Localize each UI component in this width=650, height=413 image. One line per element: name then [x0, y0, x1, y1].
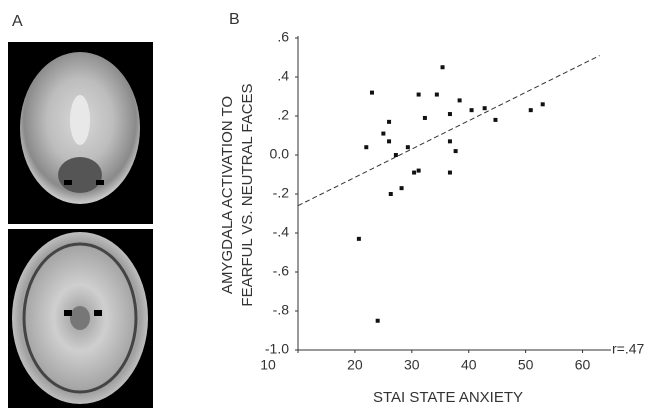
y-tick-label: -.4: [273, 224, 290, 240]
x-tick-label: 40: [461, 357, 477, 373]
point: [400, 186, 404, 190]
point: [448, 112, 452, 116]
point: [394, 153, 398, 157]
point: [448, 171, 452, 175]
point: [458, 98, 462, 102]
y-tick-label: -.2: [273, 185, 290, 201]
panel-label: A: [12, 13, 23, 30]
point: [389, 192, 393, 196]
point: [412, 171, 416, 175]
point: [441, 65, 445, 69]
x-tick-label: 20: [347, 357, 363, 373]
annotation: r=.47: [612, 341, 645, 357]
y-tick-label: .4: [277, 68, 289, 84]
point: [448, 139, 452, 143]
point: [357, 237, 361, 241]
y-tick-label: -1.0: [265, 341, 289, 357]
point: [406, 145, 410, 149]
x-tick-label: 50: [518, 357, 534, 373]
y-tick-label: 0.0: [270, 146, 290, 162]
point: [435, 93, 439, 97]
x-tick-label: 30: [404, 357, 420, 373]
point: [483, 106, 487, 110]
brain-axial: [8, 229, 153, 408]
point: [364, 145, 368, 149]
point: [454, 149, 458, 153]
point: [417, 93, 421, 97]
x-tick-label: 10: [260, 357, 276, 373]
y-tick-label: .6: [277, 29, 289, 45]
y-tick-label: .2: [277, 107, 289, 123]
point: [423, 116, 427, 120]
point: [541, 102, 545, 106]
trend-line: [298, 56, 600, 206]
y-tick-label: -.8: [273, 302, 290, 318]
y-tick-label: -.6: [273, 263, 290, 279]
x-tick-label: 60: [575, 357, 591, 373]
y-axis-label: FEARFUL VS. NEUTRAL FACES: [239, 83, 256, 306]
point: [470, 108, 474, 112]
point: [381, 132, 385, 136]
panel-label: B: [229, 11, 240, 28]
point: [417, 169, 421, 173]
point: [529, 108, 533, 112]
y-axis-label: AMYGDALA ACTIVATION TO: [219, 96, 236, 294]
figure: A B .6 .4 .2 0.0 -.2 -.4 -.6 -.8 -1.010 20 30 40 50 6…: [0, 0, 650, 408]
point: [387, 139, 391, 143]
x-axis-label: STAI STATE ANXIETY: [373, 389, 523, 406]
point: [387, 120, 391, 124]
scatter-plot: .6 .4 .2 0.0 -.2 -.4 -.6 -.8 -1.010 20 30 40 50 60 STA…: [219, 29, 645, 406]
point: [370, 91, 374, 95]
brain-coronal: [8, 42, 153, 224]
point: [493, 118, 497, 122]
point: [376, 319, 380, 323]
